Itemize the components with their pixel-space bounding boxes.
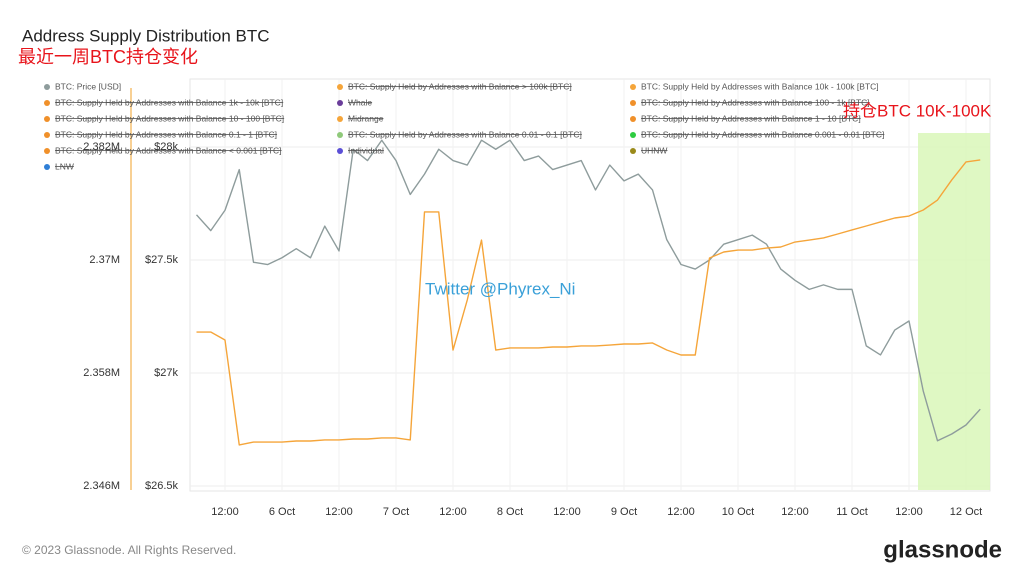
x-tick-label: 12:00 (895, 506, 923, 518)
x-tick-label: 12 Oct (950, 506, 982, 518)
legend-label: UHNW (641, 145, 667, 155)
legend-label: BTC: Supply Held by Addresses with Balan… (641, 97, 870, 107)
y2-tick-label: 2.358M (83, 367, 120, 379)
x-tick-label: 12:00 (667, 506, 695, 518)
x-tick-label: 12:00 (553, 506, 581, 518)
plot-area (189, 78, 991, 492)
legend-swatch (337, 84, 343, 90)
x-tick-label: 11 Oct (836, 506, 868, 518)
legend-swatch (630, 132, 636, 138)
chart-subtitle: 最近一周BTC持仓变化 (18, 47, 198, 67)
x-tick-label: 12:00 (439, 506, 467, 518)
legend-swatch (44, 164, 50, 170)
series-line (196, 159, 981, 446)
series-line (195, 139, 981, 442)
x-tick-label: 12:00 (325, 506, 353, 518)
legend-swatch (44, 100, 50, 106)
footer: © 2023 Glassnode. All Rights Reserved. (22, 543, 236, 557)
highlight-box (918, 133, 990, 490)
marks (195, 139, 981, 446)
legend-swatch (44, 116, 50, 122)
annotation: 持仓BTC 10K-100K (843, 101, 992, 120)
legend-swatch (630, 148, 636, 154)
legend-label: BTC: Supply Held by Addresses with Balan… (641, 81, 879, 91)
x-tick-label: 8 Oct (497, 506, 523, 518)
legend-label: Whale (348, 97, 372, 107)
y-tick-label: $27.5k (145, 254, 179, 266)
legend-swatch (337, 132, 343, 138)
x-tick-label: 6 Oct (269, 506, 295, 518)
y2-tick-label: 2.37M (89, 254, 120, 266)
chart-title: Address Supply Distribution BTC (22, 26, 270, 45)
legend-label: Midrange (348, 113, 384, 123)
x-tick-label: 9 Oct (611, 506, 637, 518)
legend-swatch (630, 100, 636, 106)
legend-swatch (337, 100, 343, 106)
legend-swatch (337, 116, 343, 122)
legend-label: BTC: Price [USD] (55, 81, 121, 91)
legend-label: BTC: Supply Held by Addresses with Balan… (55, 97, 283, 107)
legend-label: LNW (55, 161, 74, 171)
legend-label: BTC: Supply Held by Addresses with Balan… (55, 129, 277, 139)
legend-label: Individual (348, 145, 384, 155)
legend-swatch (44, 132, 50, 138)
x-tick-label: 12:00 (781, 506, 809, 518)
legend-label: BTC: Supply Held by Addresses with Balan… (348, 81, 572, 91)
legend-label: BTC: Supply Held by Addresses with Balan… (55, 145, 282, 155)
legend: BTC: Price [USD] BTC: Supply Held by Addr… (44, 81, 884, 171)
brand: glassnode (883, 536, 1002, 563)
legend-swatch (44, 148, 50, 154)
y-tick-label: $27k (154, 367, 178, 379)
x-tick-label: 12:00 (211, 506, 239, 518)
legend-swatch (630, 84, 636, 90)
legend-swatch (630, 116, 636, 122)
y2-tick-label: 2.382M (83, 141, 120, 153)
watermark: Twitter @Phyrex_Ni (425, 279, 575, 298)
legend-swatch (44, 84, 50, 90)
legend-label: BTC: Supply Held by Addresses with Balan… (348, 129, 582, 139)
y-tick-label: $28k (154, 141, 178, 153)
legend-label: BTC: Supply Held by Addresses with Balan… (641, 113, 861, 123)
x-tick-label: 10 Oct (722, 506, 754, 518)
legend-swatch (337, 148, 343, 154)
legend-label: BTC: Supply Held by Addresses with Balan… (641, 129, 884, 139)
y2-tick-label: 2.346M (83, 480, 120, 492)
y-tick-label: $26.5k (145, 480, 179, 492)
x-tick-label: 7 Oct (383, 506, 409, 518)
legend-label: BTC: Supply Held by Addresses with Balan… (55, 113, 284, 123)
